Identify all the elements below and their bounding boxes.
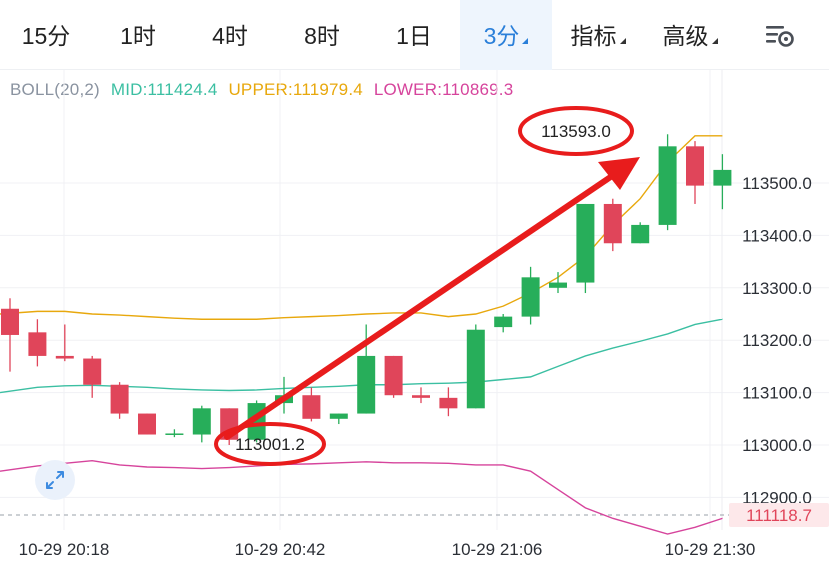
candle-body xyxy=(357,355,376,414)
candle-body xyxy=(192,408,211,435)
tab-label: 1日 xyxy=(396,23,432,49)
high-price-label: 113593.0 xyxy=(541,122,611,141)
candle-body xyxy=(1,308,19,335)
price-tick-label: 112900.0 xyxy=(742,488,812,507)
tab-label: 3分 xyxy=(483,23,520,49)
low-price-label: 113001.2 xyxy=(235,435,305,454)
price-tick-label: 113500.0 xyxy=(742,174,812,193)
price-tick-label: 113400.0 xyxy=(742,226,812,245)
settings-icon xyxy=(766,26,794,47)
boll-mid-line xyxy=(0,318,723,394)
expand-icon xyxy=(46,471,64,489)
time-tick-label: 10-29 20:18 xyxy=(19,540,110,559)
candle-body xyxy=(549,282,567,288)
candle-body xyxy=(439,397,458,409)
candle-body xyxy=(576,203,595,283)
tab-1day[interactable]: 1日 xyxy=(368,0,460,70)
price-tick-label: 113100.0 xyxy=(742,384,812,403)
candle-body xyxy=(466,329,485,409)
price-axis: 113500.0 113400.0 113300.0 113200.0 113100.0… xyxy=(729,174,829,527)
price-tick-label: 113200.0 xyxy=(742,331,812,350)
high-price-circle xyxy=(518,106,634,156)
time-axis: 10-29 20:18 10-29 20:42 10-29 21:06 10-29 2… xyxy=(19,540,756,559)
candle-body xyxy=(302,395,321,419)
boll-bands xyxy=(0,135,723,535)
candle-body xyxy=(165,433,184,435)
candle-body xyxy=(521,277,540,317)
boll-upper-line xyxy=(0,135,723,320)
candle-body xyxy=(55,355,74,359)
price-tick-label: 113000.0 xyxy=(742,436,812,455)
timeframe-tabbar: 15分 1时 4时 8时 1日 3分 指标 高级 xyxy=(0,0,829,70)
caret-down-icon xyxy=(711,38,718,44)
trend-arrow-head xyxy=(598,157,640,190)
tab-label: 8时 xyxy=(304,23,340,49)
tab-label: 15分 xyxy=(21,23,71,49)
candle-body xyxy=(494,316,513,328)
caret-down-icon xyxy=(619,38,626,44)
price-tick-label: 113300.0 xyxy=(742,279,812,298)
candle-body xyxy=(329,413,348,419)
boll-upper: UPPER:111979.4 xyxy=(228,80,363,99)
tab-8hour[interactable]: 8时 xyxy=(276,0,368,70)
current-price-tag xyxy=(729,503,829,527)
candle-body xyxy=(658,146,677,225)
low-price-circle xyxy=(214,422,326,466)
fullscreen-button[interactable] xyxy=(35,460,75,500)
time-tick-label: 10-29 20:42 xyxy=(235,540,326,559)
tab-3min[interactable]: 3分 xyxy=(460,0,552,70)
candle-body xyxy=(83,358,102,385)
tab-label: 4时 xyxy=(212,23,248,49)
candle-body xyxy=(28,332,47,356)
chart-settings-button[interactable] xyxy=(760,18,800,54)
tab-label: 高级 xyxy=(662,23,709,49)
candle-body xyxy=(631,224,650,244)
tab-1hour[interactable]: 1时 xyxy=(92,0,184,70)
trend-arrow-shaft xyxy=(224,173,615,440)
tab-15min[interactable]: 15分 xyxy=(0,0,92,70)
annotations: 113593.0 113001.2 xyxy=(214,106,640,466)
candle-body xyxy=(603,203,622,244)
candle-body xyxy=(412,395,430,398)
grid-lines xyxy=(0,70,829,530)
candle-body xyxy=(110,384,129,414)
boll-mid: MID:111424.4 xyxy=(110,80,218,99)
tab-advanced[interactable]: 高级 xyxy=(644,0,736,70)
time-tick-label: 10-29 21:30 xyxy=(665,540,756,559)
time-tick-label: 10-29 21:06 xyxy=(452,540,543,559)
current-price-label: 111118.7 xyxy=(746,506,812,525)
candlestick-chart[interactable]: 113500.0 113400.0 113300.0 113200.0 113100.0… xyxy=(0,70,829,565)
candle-body xyxy=(713,169,732,186)
boll-lower-line xyxy=(0,460,723,535)
tab-label: 1时 xyxy=(120,23,156,49)
boll-name: BOLL(20,2) xyxy=(10,80,100,99)
tab-4hour[interactable]: 4时 xyxy=(184,0,276,70)
boll-lower: LOWER:110869.3 xyxy=(373,80,514,99)
candle-body xyxy=(384,355,403,396)
tab-indicators[interactable]: 指标 xyxy=(552,0,644,70)
tab-label: 指标 xyxy=(570,23,617,49)
candle-body xyxy=(686,146,704,186)
boll-legend: BOLL(20,2) MID:111424.4 UPPER:111979.4 L… xyxy=(10,80,519,100)
caret-down-icon xyxy=(522,38,529,44)
candle-body xyxy=(138,413,156,435)
